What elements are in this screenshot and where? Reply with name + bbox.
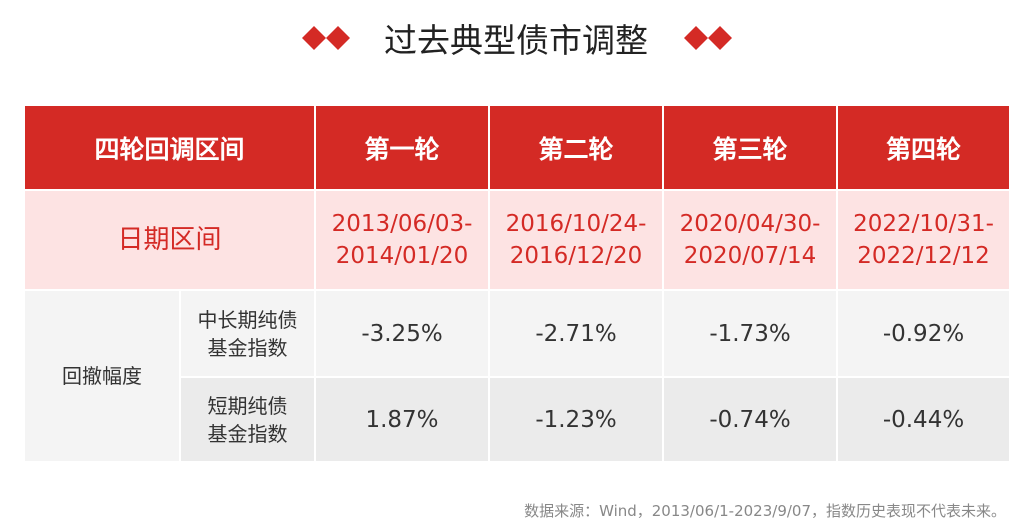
date-line: 2016/12/20: [509, 243, 643, 269]
value-cell: -0.44%: [837, 377, 1010, 462]
value-cell: -1.73%: [663, 290, 837, 377]
date-line: 2014/01/20: [335, 243, 469, 269]
value-cell: -0.74%: [663, 377, 837, 462]
title-decoration: [302, 26, 732, 50]
source-note: 数据来源：Wind，2013/06/1-2023/9/07，指数历史表现不代表未…: [524, 502, 1006, 520]
header-cell: 第四轮: [837, 105, 1010, 190]
value-cell: -1.23%: [489, 377, 663, 462]
row-name-line: 中长期纯债: [197, 307, 298, 332]
date-line: 2020/04/30-: [679, 211, 821, 237]
date-line: 2020/07/14: [683, 243, 817, 269]
row-name: 中长期纯债 基金指数: [180, 290, 315, 377]
value-cell: -2.71%: [489, 290, 663, 377]
value-cell: -3.25%: [315, 290, 489, 377]
header-cell: 第三轮: [663, 105, 837, 190]
row-name-line: 基金指数: [207, 421, 288, 446]
date-line: 2022/10/31-: [853, 211, 994, 237]
date-line: 2016/10/24-: [505, 211, 647, 237]
header-cell: 第二轮: [489, 105, 663, 190]
date-cell: 2013/06/03- 2014/01/20: [315, 190, 489, 290]
value-cell: 1.87%: [315, 377, 489, 462]
value-cell: -0.92%: [837, 290, 1010, 377]
drawdown-label: 回撤幅度: [24, 290, 180, 462]
date-cell: 2020/04/30- 2020/07/14: [663, 190, 837, 290]
row-name-line: 基金指数: [207, 335, 288, 360]
date-line: 2022/12/12: [857, 243, 990, 269]
header-cell: 第一轮: [315, 105, 489, 190]
date-label: 日期区间: [24, 190, 315, 290]
header-cell: 四轮回调区间: [24, 105, 315, 190]
row-name-line: 短期纯债: [207, 393, 288, 418]
title: 过去典型债市调整: [384, 21, 648, 60]
date-cell: 2022/10/31- 2022/12/12: [837, 190, 1010, 290]
date-line: 2013/06/03-: [331, 211, 473, 237]
date-cell: 2016/10/24- 2016/12/20: [489, 190, 663, 290]
row-name: 短期纯债 基金指数: [180, 377, 315, 462]
